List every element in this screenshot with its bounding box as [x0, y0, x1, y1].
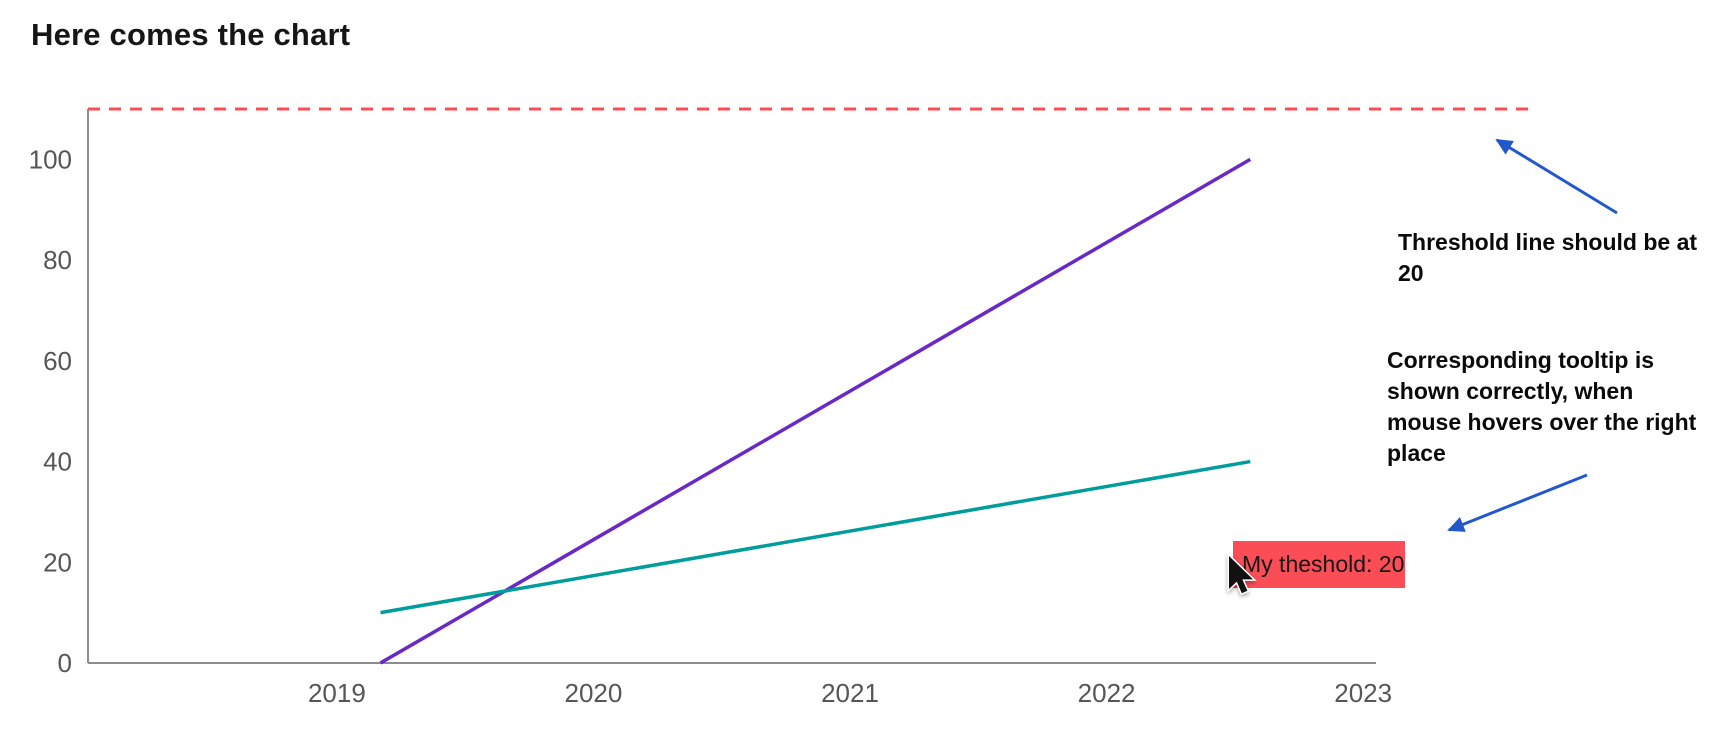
annotation-threshold-note: Threshold line should be at 20 — [1398, 227, 1697, 289]
y-tick-label: 60 — [43, 346, 72, 376]
y-tick-label: 100 — [29, 144, 72, 174]
arrow-to-tooltip — [1447, 473, 1588, 532]
annotation-line: 20 — [1398, 260, 1424, 286]
annotation-line: mouse hovers over the right — [1387, 409, 1697, 435]
mouse-cursor-icon — [1227, 553, 1257, 596]
page-title: Here comes the chart — [31, 17, 351, 52]
x-tick-label: 2022 — [1078, 678, 1136, 708]
series-line-teal[interactable] — [380, 459, 1251, 615]
y-tick-label: 0 — [58, 648, 72, 678]
x-axis-tick-labels: 2019 2020 2021 2022 2023 — [308, 678, 1392, 708]
y-tick-label: 20 — [43, 547, 72, 577]
tooltip-text: My theshold: 20 — [1242, 551, 1405, 577]
x-tick-label: 2020 — [565, 678, 623, 708]
y-axis-tick-labels: 0 20 40 60 80 100 — [29, 144, 72, 678]
mouse-cursor-icon — [1227, 553, 1257, 596]
y-tick-label: 80 — [43, 245, 72, 275]
x-tick-label: 2019 — [308, 678, 366, 708]
x-tick-label: 2023 — [1334, 678, 1392, 708]
annotation-line: Corresponding tooltip is — [1387, 347, 1655, 373]
x-tick-label: 2021 — [821, 678, 879, 708]
annotation-line: place — [1387, 440, 1446, 466]
annotation-tooltip-note: Corresponding tooltip is shown correctly… — [1387, 345, 1696, 469]
annotation-line: Threshold line should be at — [1398, 229, 1698, 255]
threshold-tooltip: My theshold: 20 — [1233, 541, 1405, 588]
y-tick-label: 40 — [43, 447, 72, 477]
arrow-to-threshold-line — [1495, 138, 1618, 215]
annotation-line: shown correctly, when — [1387, 378, 1634, 404]
series-line-purple[interactable] — [379, 157, 1252, 665]
